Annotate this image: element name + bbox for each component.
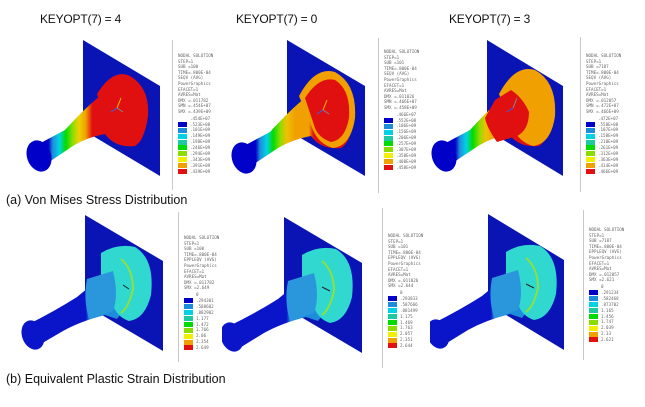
- color-scale: 0 .294301 .588602 .882902 1.177 1.472 1.…: [184, 292, 219, 351]
- strain-plot-keyopt4: [5, 215, 175, 365]
- stress-plot-keyopt3: [425, 38, 575, 188]
- color-scale: .466E+07 .552E+08 .106E+09 .156E+09 .206…: [384, 112, 419, 171]
- stress-plot-keyopt0: [215, 38, 375, 188]
- legend-b3: NODAL SOLUTION STEP=1 SUB =7187 TIME=.80…: [589, 227, 625, 343]
- separator: [382, 208, 383, 368]
- header-keyopt-4: KEYOPT(7) = 4: [40, 12, 122, 26]
- strain-plot-keyopt0: [222, 215, 382, 365]
- legend-b1: NODAL SOLUTION STEP=1 SUB =100 TIME=.800…: [184, 235, 220, 351]
- header-keyopt-3: KEYOPT(7) = 3: [449, 12, 531, 26]
- caption-von-mises: (a) Von Mises Stress Distribution: [6, 193, 188, 207]
- header-keyopt-0: KEYOPT(7) = 0: [236, 12, 318, 26]
- separator: [178, 212, 179, 362]
- separator: [378, 38, 379, 193]
- stress-plot-keyopt4: [5, 38, 170, 188]
- separator: [172, 40, 173, 190]
- color-scale: 0 .293833 .587666 .881499 1.175 1.469 1.…: [388, 290, 423, 349]
- separator: [580, 37, 581, 192]
- color-scale: 0 .291234 .582468 .873702 1.165 1.456 1.…: [589, 284, 624, 343]
- strain-plot-keyopt3: [430, 212, 580, 362]
- legend-b2: NODAL SOLUTION STEP=1 SUB =101 TIME=.800…: [388, 233, 424, 349]
- separator: [583, 210, 584, 360]
- color-scale: .454E+07 .523E+08 .101E+09 .149E+09 .198…: [178, 116, 213, 175]
- legend-a1: NODAL SOLUTION STEP=1 SUB =100 TIME=.800…: [178, 53, 214, 175]
- legend-a3: NODAL SOLUTION STEP=1 SUB =7187 TIME=.80…: [586, 53, 622, 175]
- caption-plastic-strain: (b) Equivalent Plastic Strain Distributi…: [6, 372, 226, 386]
- legend-a2: NODAL SOLUTION STEP=1 SUB =101 TIME=.800…: [384, 49, 420, 171]
- color-scale: .472E+07 .558E+08 .107E+09 .158E+09 .210…: [586, 116, 621, 175]
